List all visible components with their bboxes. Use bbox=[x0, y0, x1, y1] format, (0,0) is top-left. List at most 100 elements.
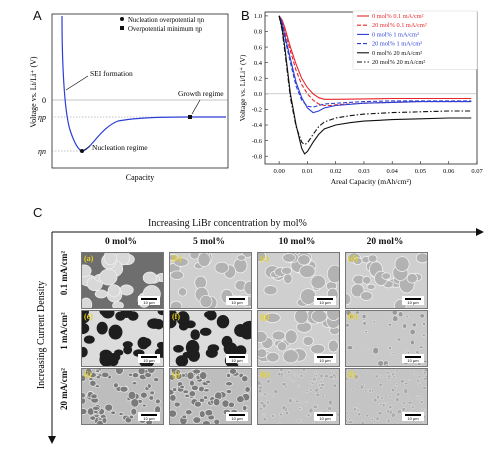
scale-bar: 10 μm bbox=[138, 354, 160, 363]
scale-bar-text: 10 μm bbox=[143, 358, 155, 363]
panel-a-letter: A bbox=[33, 8, 42, 23]
tile-label: (a) bbox=[84, 254, 94, 263]
x-tick-label: 0.01 bbox=[302, 168, 313, 175]
scale-bar-text: 10 μm bbox=[231, 300, 243, 305]
sem-image-tile: (b) 10 μm bbox=[169, 252, 252, 309]
nucleation-regime-label: Nucleation regime bbox=[92, 143, 148, 152]
sem-image-tile: (g) 10 μm bbox=[257, 310, 340, 367]
scale-bar: 10 μm bbox=[314, 354, 336, 363]
growth-arrow bbox=[191, 99, 201, 115]
panel-a-tick-eta-n: ηn bbox=[38, 147, 46, 156]
scale-bar-text: 10 μm bbox=[231, 358, 243, 363]
column-header-2: 10 mol% bbox=[278, 237, 316, 247]
sem-image-tile: (j) 10 μm bbox=[169, 368, 252, 425]
row-header-2: 20 mA/cm² bbox=[59, 368, 69, 410]
tile-label: (f) bbox=[172, 312, 180, 321]
tile-label: (e) bbox=[84, 312, 93, 321]
scale-bar: 10 μm bbox=[402, 296, 424, 305]
panel-b-letter: B bbox=[241, 8, 250, 23]
sem-texture bbox=[258, 311, 339, 366]
legend-entry-1: 20 mol% 0.1 mA/cm² bbox=[372, 22, 427, 29]
tile-label: (b) bbox=[172, 254, 182, 263]
legend-entry-2: 0 mol% 1 mA/cm² bbox=[372, 31, 419, 38]
scale-bar: 10 μm bbox=[314, 296, 336, 305]
tile-label: (d) bbox=[348, 254, 358, 263]
x-tick-label: 0.03 bbox=[358, 168, 369, 175]
growth-regime-label: Growth regime bbox=[178, 89, 224, 98]
scale-bar: 10 μm bbox=[402, 354, 424, 363]
sem-image-tile: (d) 10 μm bbox=[345, 252, 428, 309]
sem-image-tile: (a) 10 μm bbox=[81, 252, 164, 309]
scale-bar-line bbox=[229, 356, 245, 358]
scale-bar: 10 μm bbox=[402, 412, 424, 421]
y-tick-label: -0.4 bbox=[252, 122, 263, 129]
scale-bar-line bbox=[141, 298, 157, 300]
scale-bar-text: 10 μm bbox=[319, 358, 331, 363]
panel-a-xlabel: Capacity bbox=[126, 173, 154, 182]
x-tick-label: 0.00 bbox=[273, 168, 284, 175]
sem-image-tile: (k) 10 μm bbox=[257, 368, 340, 425]
y-tick-label: -0.6 bbox=[252, 138, 263, 145]
tile-label: (g) bbox=[260, 312, 270, 321]
tile-label: (h) bbox=[348, 312, 358, 321]
y-tick-label: -0.8 bbox=[252, 153, 262, 160]
scale-bar-line bbox=[317, 414, 333, 416]
legend-entry-3: 20 mol% 1 mA/cm² bbox=[372, 41, 422, 48]
scale-bar: 10 μm bbox=[226, 412, 248, 421]
x-tick-label: 0.04 bbox=[387, 168, 399, 175]
tile-label: (i) bbox=[84, 370, 92, 379]
panel-a-figure: 0 ηp ηn SEI formation Growth regime Nucl… bbox=[29, 13, 229, 182]
scale-bar-text: 10 μm bbox=[231, 416, 243, 421]
x-tick-label: 0.02 bbox=[330, 168, 341, 175]
tile-label: (j) bbox=[172, 370, 180, 379]
column-header-0: 0 mol% bbox=[105, 237, 137, 247]
horizontal-arrow-head-icon bbox=[476, 228, 484, 236]
x-tick-label: 0.07 bbox=[471, 168, 483, 175]
panel-a-tick-eta-p: ηp bbox=[38, 113, 46, 122]
scale-bar-text: 10 μm bbox=[407, 416, 419, 421]
overpotential-minimum-marker bbox=[188, 115, 192, 119]
sem-image-tile: (l) 10 μm bbox=[345, 368, 428, 425]
panel-b-chart: 0.00 0.01 0.02 0.03 0.04 0.05 0.06 0.07 -0.8 -0.6… bbox=[238, 10, 483, 186]
legend-circle-icon bbox=[120, 17, 124, 21]
panel-a-axes-frame bbox=[51, 13, 229, 169]
scale-bar-text: 10 μm bbox=[407, 358, 419, 363]
scale-bar-text: 10 μm bbox=[407, 300, 419, 305]
sem-texture bbox=[258, 369, 339, 424]
series-line-3 bbox=[278, 15, 472, 108]
y-tick-label: 1.0 bbox=[254, 13, 262, 20]
panel-a-ylabel: Voltage vs. Li/Li⁺ (V) bbox=[29, 56, 38, 128]
scale-bar-line bbox=[141, 356, 157, 358]
scale-bar-line bbox=[229, 298, 245, 300]
y-tick-label: 0.2 bbox=[254, 75, 262, 82]
y-tick-label: -0.2 bbox=[252, 107, 262, 114]
scale-bar: 10 μm bbox=[138, 412, 160, 421]
column-header-3: 20 mol% bbox=[366, 237, 404, 247]
x-tick-label: 0.05 bbox=[415, 168, 426, 175]
scale-bar: 10 μm bbox=[138, 296, 160, 305]
panel-b-xlabel: Areal Capacity (mAh/cm²) bbox=[331, 177, 412, 186]
scale-bar-text: 10 μm bbox=[319, 416, 331, 421]
scale-bar-line bbox=[405, 414, 421, 416]
sem-image-tile: (c) 10 μm bbox=[257, 252, 340, 309]
sem-image-tile: (f) 10 μm bbox=[169, 310, 252, 367]
legend-entry-5: 20 mol% 20 mA/cm² bbox=[372, 59, 425, 66]
sem-texture bbox=[346, 253, 427, 308]
y-tick-label: 0.6 bbox=[254, 44, 263, 51]
panel-b-ylabel: Voltage vs. Li/Li⁺ (V) bbox=[238, 54, 247, 121]
sei-arrow bbox=[65, 75, 89, 91]
panel-c-side-label: Increasing Current Density bbox=[36, 281, 47, 389]
scale-bar-line bbox=[317, 298, 333, 300]
x-tick-label: 0.06 bbox=[443, 168, 455, 175]
sei-formation-label: SEI formation bbox=[90, 69, 133, 78]
nucleation-arrow bbox=[83, 145, 91, 151]
legend-box bbox=[352, 10, 478, 70]
y-tick-label: 0.8 bbox=[254, 29, 262, 36]
scale-bar-line bbox=[405, 298, 421, 300]
series-line-2 bbox=[278, 15, 472, 114]
legend-entry-4: 0 mol% 20 mA/cm² bbox=[372, 50, 422, 57]
tile-label: (k) bbox=[260, 370, 270, 379]
panel-c-top-label: Increasing LiBr concentration by mol% bbox=[148, 218, 307, 229]
scale-bar: 10 μm bbox=[226, 296, 248, 305]
